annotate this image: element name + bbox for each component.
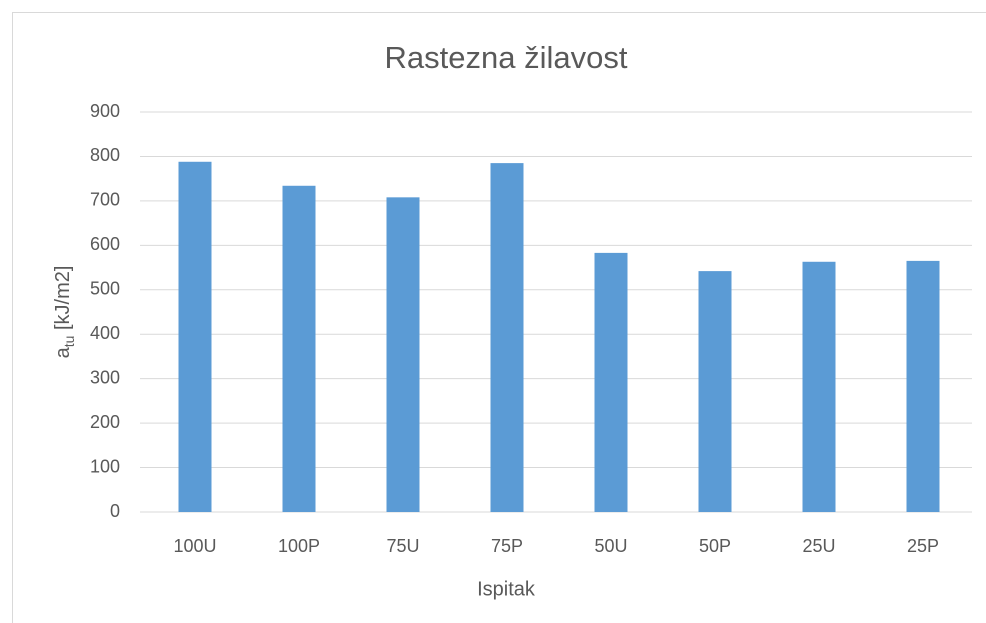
bar [178,161,212,512]
bar [698,271,732,512]
bar [282,185,316,512]
bar [386,197,420,513]
y-tick-label: 100 [90,456,120,476]
y-tick-label: 0 [110,501,120,521]
x-tick-label: 100U [173,536,216,556]
y-label-unit: [kJ/m2] [52,266,74,336]
y-tick-label: 900 [90,101,120,121]
y-label-base: a [52,346,74,358]
x-tick-label: 50U [594,536,627,556]
x-tick-label: 25U [802,536,835,556]
bar [802,261,836,512]
chart-title: Rastezna žilavost [385,40,628,75]
x-tick-label: 50P [699,536,731,556]
x-tick-label: 75P [491,536,523,556]
x-tick-label: 25P [907,536,939,556]
bar [490,163,524,512]
x-axis-label: Ispitak [477,578,536,600]
bar [906,260,940,512]
y-tick-label: 700 [90,190,120,210]
y-tick-label: 800 [90,145,120,165]
y-tick-label: 500 [90,279,120,299]
y-label-subscript: tu [61,336,77,348]
y-tick-label: 300 [90,367,120,387]
bar [594,252,628,512]
y-axis-label: atu [kJ/m2] [52,266,76,359]
x-tick-label: 75U [386,536,419,556]
y-tick-label: 600 [90,234,120,254]
y-tick-label: 400 [90,323,120,343]
y-tick-label: 200 [90,412,120,432]
x-tick-label: 100P [278,536,320,556]
